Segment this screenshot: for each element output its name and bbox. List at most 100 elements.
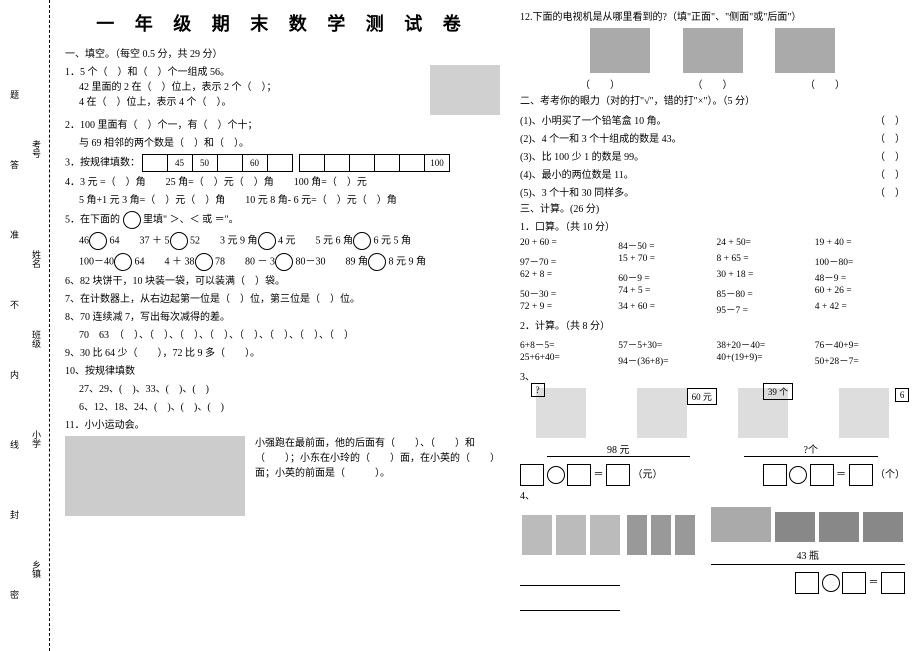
seal-8: 题 — [8, 90, 21, 99]
s1-q1b: 42 里面的 2 在（ ）位上，表示 2 个（ ）； — [79, 80, 410, 95]
seq1-c2: 45 — [167, 154, 193, 172]
seq2-c6: 100 — [424, 154, 450, 172]
sticks-image — [627, 515, 647, 555]
s1-q5: 5．在下面的 里填" ＞、＜ 或 ＝"。 — [65, 211, 500, 229]
bottles-label: 43 瓶 — [711, 547, 906, 565]
s1-q10a: 27、29、( )、33、( )、( ) — [79, 382, 500, 397]
s2-i4: (4)、最小的两位数是 11。（ ） — [520, 166, 905, 181]
seq2-c3 — [349, 154, 375, 172]
shop-under: 98 元 ?个 — [520, 441, 905, 457]
bag-price: ? — [531, 383, 545, 397]
corn-image — [522, 515, 552, 555]
s1-q9: 9、30 比 64 少（ ），72 比 9 多（ ）。 — [65, 346, 500, 361]
abacus-image-1 — [430, 65, 500, 115]
s1-q4b: 5 角+1 元 3 角=（ ）元（ ）角 10 元 8 角- 6 元=（ ）元（… — [79, 193, 500, 208]
seq1-c4 — [217, 154, 243, 172]
bind-lbl-4: 姓名 — [30, 250, 43, 268]
s3-p2: 2．计算。（共 8 分） — [520, 319, 905, 334]
bind-lbl-1: 乡镇 — [30, 560, 43, 578]
bind-lbl-3: 班级 — [30, 330, 43, 348]
p4-answers: ＝ — [520, 572, 905, 594]
s1-q5r2: 100－40 64 4 ＋ 38 78 80 － 3 80－30 89 角 8 … — [79, 253, 500, 271]
s3-p1: 1．口算。（共 10 分） — [520, 220, 905, 235]
s1-q2: 2．100 里面有（ ）个一，有（ ）个十； — [65, 118, 500, 133]
s12-header: 12.下面的电视机是从哪里看到的?（填"正面"、"侧面"或"后面"） — [520, 10, 905, 25]
s1-q3-label: 3．按规律填数： — [65, 157, 140, 168]
s1-q11a: 小强跑在最前面，他的后面有（ ）、（ ）和 — [255, 436, 500, 451]
box-pile-image — [711, 507, 771, 542]
seq2-c2 — [324, 154, 350, 172]
seal-5: 不 — [8, 300, 21, 309]
basket-item: 39 个 — [738, 388, 788, 438]
s1-q8: 8、70 连续减 7，写出每次减得的差。 — [65, 310, 500, 325]
seq2-c5 — [399, 154, 425, 172]
s2-i1: (1)、小明买了一个铅笔盒 10 角。（ ） — [520, 112, 905, 127]
bottle-group: 43 瓶 — [711, 507, 906, 565]
bind-lbl-5: 考号 — [30, 140, 43, 158]
s1-q1c: 4 在（ ）位上，表示 4 个（ ）。 — [79, 95, 410, 110]
tv-labels: （ ） （ ） （ ） — [520, 76, 905, 91]
eggs-image — [839, 388, 889, 438]
p4-row: 43 瓶 — [520, 507, 905, 565]
bag-item: ? — [536, 388, 586, 438]
tv-image-3 — [775, 28, 835, 73]
seq2-c4 — [374, 154, 400, 172]
eggs-item: 6 — [839, 388, 889, 438]
s1-q5-a: 5．在下面的 — [65, 214, 120, 225]
seal-1: 密 — [8, 590, 21, 599]
s1-q3: 3．按规律填数： 45 50 60 100 — [65, 154, 500, 172]
corn-group — [520, 515, 697, 558]
s2-i2: (2)、4 个一和 3 个十组成的数是 43。（ ） — [520, 130, 905, 145]
s1-q7: 7、在计数器上，从右边起第一位是（ ）位，第三位是（ ）位。 — [65, 292, 500, 307]
seq2-boxes: 100 — [300, 154, 450, 172]
shirt-image — [637, 388, 687, 438]
s1-q5-b: 里填" ＞、＜ 或 ＝"。 — [143, 214, 239, 225]
eq-bottles: ＝ — [795, 572, 905, 594]
s1-q10: 10、按规律填数 — [65, 364, 500, 379]
shirt-price: 60 元 — [687, 388, 717, 405]
s3-p4: 4、 — [520, 489, 905, 504]
s1-q11c: 面；小英的前面是（ ）。 — [255, 466, 500, 481]
shop-row: ? 60 元 39 个 6 — [520, 388, 905, 438]
s1-q6: 6、82 块饼干，10 块装一袋，可以装满（ ）袋。 — [65, 274, 500, 289]
s1-q5r1: 46 64 37 ＋ 5 52 3 元 9 角 4 元 5 元 6 角 6 元 … — [79, 232, 500, 250]
s1-q11b: （ ）；小东在小玲的（ ）面，在小英的（ ） — [255, 451, 500, 466]
seq1-c1 — [142, 154, 168, 172]
seq1-c5: 60 — [242, 154, 268, 172]
tv-row — [520, 28, 905, 73]
s1-q2b: 与 69 相邻的两个数是（ ）和（ ）。 — [79, 136, 500, 151]
s1-q11: 11．小小运动会。 — [65, 418, 500, 433]
s1-q4: 4．3 元 =（ ）角 25 角=（ ）元（ ）角 100 角=（ ）元 — [65, 175, 500, 190]
eq-right: ＝ （个） — [763, 464, 906, 486]
s2-i3: (3)、比 100 少 1 的数是 99。（ ） — [520, 148, 905, 163]
tv-image-1 — [590, 28, 650, 73]
bind-lbl-2: 小学 — [30, 430, 43, 448]
s1-q10b: 6、12、18、24、( )、( )、( ) — [79, 400, 500, 415]
seal-2: 封 — [8, 510, 21, 519]
s1-q1: 1．5 个（ ）和（ ）个一组成 56。 — [65, 65, 410, 80]
calc-grid: 6+8－5=57－5+30=38+20－40=76－40+9= 25+6+40=… — [520, 337, 905, 367]
under-q: ?个 — [744, 441, 878, 457]
paper-title: 一 年 级 期 末 数 学 测 试 卷 — [65, 10, 500, 36]
basket-image-1 — [775, 512, 815, 542]
eggs-price: 6 — [895, 388, 910, 402]
seal-4: 内 — [8, 370, 21, 379]
s2-header: 二、考考你的眼力（对的打"√"，错的打"×"）。（5 分） — [520, 94, 905, 109]
seq1-c3: 50 — [192, 154, 218, 172]
seq1-c6 — [267, 154, 293, 172]
ans-line-1 — [520, 572, 620, 586]
s3-header: 三、计算。(26 分) — [520, 202, 905, 217]
mental-math-grid: 20 + 60 =84－50 =24 + 50=19 + 40 = 97－70 … — [520, 238, 905, 316]
page-content: 一 年 级 期 末 数 学 测 试 卷 一、填空。（每空 0.5 分，共 29 … — [50, 0, 920, 651]
eq-left: ＝ （元） — [520, 464, 663, 486]
ans-line-2 — [520, 597, 620, 611]
basket-price: 39 个 — [763, 383, 793, 400]
s1-q8seq: 70 63 （ ）、（ ）、（ ）、（ ）、（ ）、（ ）、（ ）、（ ） — [79, 328, 500, 343]
tv-image-2 — [683, 28, 743, 73]
p4-answers-2 — [520, 597, 905, 614]
left-column: 一 年 级 期 末 数 学 测 试 卷 一、填空。（每空 0.5 分，共 29 … — [65, 10, 500, 641]
s3-p3: 3、 — [520, 370, 905, 385]
shirt-item: 60 元 — [637, 388, 687, 438]
seal-3: 线 — [8, 440, 21, 449]
s1-header: 一、填空。（每空 0.5 分，共 29 分） — [65, 47, 500, 62]
